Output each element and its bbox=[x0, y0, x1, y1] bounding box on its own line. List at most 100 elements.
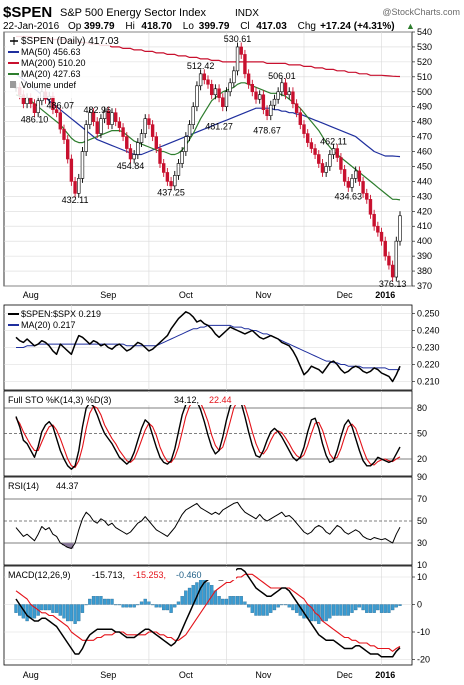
exchange-label: INDX bbox=[235, 8, 259, 19]
price-candle-body bbox=[176, 163, 181, 176]
ohlc-label-hi: Hi bbox=[125, 21, 134, 32]
macd-histogram-bar bbox=[309, 604, 314, 622]
price-candle-body bbox=[84, 124, 88, 152]
price-panel: 370 380 390 400 410 420 430 440 450 460 470 480 490 5… bbox=[3, 27, 432, 291]
price-candle-body bbox=[357, 170, 362, 182]
macd-histogram-bar bbox=[261, 604, 266, 616]
price-ytick-label: 370 bbox=[417, 281, 432, 291]
macd-histogram-bar bbox=[387, 604, 391, 613]
price-ytick-label: 510 bbox=[417, 72, 432, 82]
ratio-ytick-label: 0.230 bbox=[417, 343, 440, 353]
price-ytick-label: 530 bbox=[417, 42, 432, 52]
price-candle-body bbox=[121, 127, 125, 137]
macd-ytick-label: -20 bbox=[417, 655, 430, 665]
macd-histogram-bar bbox=[80, 604, 85, 613]
ohlc-row: Op 399.79 Hi 418.70 Lo 399.79 Cl 417.03 Chg +17.2… bbox=[68, 21, 395, 32]
macd-histogram-bar bbox=[250, 604, 254, 613]
macd-histogram-bar bbox=[283, 604, 288, 606]
macd-histogram-bar bbox=[368, 604, 373, 613]
stoch-legend: Full STO %K(14,3) %D(3) 34.12, 22.44 bbox=[6, 393, 251, 405]
rsi-legend-bg bbox=[6, 479, 102, 491]
rsi-value: 44.37 bbox=[56, 481, 79, 491]
price-annotation: 506.01 bbox=[268, 71, 296, 81]
price-ytick-label: 480 bbox=[417, 117, 432, 127]
ohlc-value-chg: +17.24 (+4.31%) bbox=[320, 21, 395, 32]
up-arrow-icon: ▲ bbox=[406, 21, 415, 31]
macd-histogram-bar bbox=[110, 598, 114, 605]
macd-histogram-bar bbox=[125, 604, 129, 608]
price-legend-label: MA(50) 456.63 bbox=[21, 47, 81, 57]
price-candle-body bbox=[305, 133, 310, 143]
stoch-legend-bg bbox=[6, 393, 251, 405]
legend-swatch bbox=[10, 81, 16, 88]
ohlc-value-hi: 418.70 bbox=[141, 21, 172, 32]
price-legend-bg bbox=[6, 34, 110, 98]
price-annotation: 530.61 bbox=[224, 34, 252, 44]
price-candle-body bbox=[239, 46, 243, 55]
price-candle-body bbox=[217, 88, 221, 99]
price-candle-body bbox=[328, 154, 332, 167]
macd-histogram-bar bbox=[239, 596, 243, 605]
price-candle-body bbox=[228, 82, 232, 93]
macd-histogram-bar bbox=[376, 604, 380, 611]
macd-histogram-bar bbox=[169, 604, 173, 613]
price-candle-body bbox=[368, 199, 373, 215]
macd-histogram-bar bbox=[350, 604, 354, 613]
price-candle-body bbox=[102, 110, 107, 119]
stoch-ytick-label: 50 bbox=[417, 429, 427, 439]
xaxis-month-label: Dec bbox=[337, 290, 354, 300]
macd-histogram-bar bbox=[165, 604, 170, 611]
macd-histogram-bar bbox=[128, 604, 133, 608]
xaxis-month-label: 2016 bbox=[375, 670, 395, 680]
macd-legend-bg bbox=[6, 568, 236, 580]
price-candle-body bbox=[261, 94, 266, 110]
xaxis-month-label: Sep bbox=[100, 290, 116, 300]
macd-histogram-bar bbox=[246, 604, 251, 608]
price-candle-body bbox=[372, 213, 376, 227]
macd-histogram-bar bbox=[102, 598, 107, 605]
price-candle-body bbox=[353, 170, 358, 179]
macd-histogram-bar bbox=[73, 604, 77, 624]
chart-header: $SPEN S&P 500 Energy Sector Index INDX @… bbox=[3, 4, 460, 32]
macd-histogram-bar bbox=[154, 604, 158, 608]
macd-histogram-bar bbox=[335, 604, 339, 616]
macd-histogram-bar bbox=[139, 601, 144, 605]
price-candle-body bbox=[294, 103, 299, 113]
macd-histogram-bar bbox=[62, 604, 66, 619]
price-candle-body bbox=[80, 151, 85, 179]
macd-histogram-bar bbox=[66, 604, 70, 622]
price-candle-body bbox=[320, 163, 325, 173]
price-candle-body bbox=[287, 91, 291, 96]
price-annotation: 482.96 bbox=[83, 105, 111, 115]
xaxis-month-label: Aug bbox=[23, 290, 39, 300]
macd-histogram-bar bbox=[324, 604, 328, 622]
ohlc-label-lo: Lo bbox=[183, 21, 195, 32]
rsi-ytick-label: 90 bbox=[417, 472, 427, 482]
ratio-legend-label: MA(20) 0.217 bbox=[21, 320, 76, 330]
rsi-legend: RSI(14) 44.37 bbox=[6, 479, 102, 491]
price-candle-body bbox=[383, 240, 387, 257]
price-legend-label: $SPEN (Daily) 417.03 bbox=[21, 36, 119, 47]
stoch-d-line bbox=[15, 398, 401, 469]
price-candle-body bbox=[235, 46, 240, 72]
price-candle-body bbox=[209, 83, 214, 96]
watermark: @StockCharts.com bbox=[382, 7, 460, 17]
macd-histogram-bar bbox=[88, 598, 92, 605]
price-candle-body bbox=[198, 73, 203, 87]
macd-histogram-bar bbox=[162, 604, 166, 611]
macd-histogram-bar bbox=[390, 604, 395, 611]
price-candle-body bbox=[317, 154, 321, 164]
stoch-panel: 20 50 80 Full STO %K(14,3) %D(3) 34.12, 22.44 bbox=[3, 390, 427, 477]
rsi-ytick-label: 70 bbox=[417, 494, 427, 504]
price-candle-body bbox=[272, 98, 277, 106]
price-candle-body bbox=[147, 118, 151, 125]
price-candle-body bbox=[187, 124, 192, 137]
price-candle-body bbox=[88, 112, 92, 125]
price-ytick-label: 410 bbox=[417, 221, 432, 231]
price-candle-body bbox=[276, 91, 280, 100]
price-candle-body bbox=[280, 82, 284, 93]
price-candle-body bbox=[184, 136, 188, 152]
ma50-line bbox=[15, 73, 401, 158]
